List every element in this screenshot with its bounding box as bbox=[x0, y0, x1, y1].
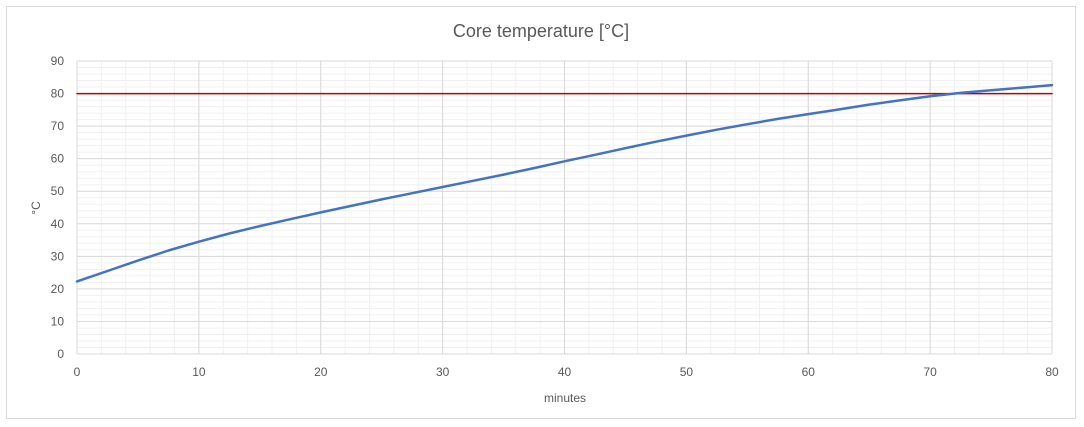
y-axis-label: °C bbox=[29, 201, 43, 215]
y-axis-tick-labels: 0 10 20 30 40 50 60 70 80 90 bbox=[51, 54, 65, 361]
y-tick-label: 0 bbox=[57, 347, 64, 361]
x-tick-label: 80 bbox=[1045, 365, 1059, 379]
x-tick-label: 20 bbox=[314, 365, 328, 379]
y-tick-label: 70 bbox=[51, 119, 65, 133]
chart-frame bbox=[6, 6, 1076, 419]
chart-title: Core temperature [°C] bbox=[453, 21, 629, 41]
y-tick-label: 90 bbox=[51, 54, 65, 68]
y-tick-label: 20 bbox=[51, 282, 65, 296]
x-tick-label: 60 bbox=[802, 365, 816, 379]
x-tick-label: 50 bbox=[680, 365, 694, 379]
series-group bbox=[75, 83, 1054, 283]
y-tick-label: 10 bbox=[51, 314, 65, 328]
y-tick-label: 60 bbox=[51, 152, 65, 166]
y-tick-label: 50 bbox=[51, 184, 65, 198]
y-tick-label: 80 bbox=[51, 87, 65, 101]
x-tick-label: 30 bbox=[436, 365, 450, 379]
series-line-core-temperature bbox=[75, 83, 1054, 283]
x-axis-tick-labels: 0 10 20 30 40 50 60 70 80 bbox=[74, 365, 1059, 379]
x-tick-label: 10 bbox=[192, 365, 206, 379]
x-tick-label: 0 bbox=[74, 365, 81, 379]
x-tick-label: 40 bbox=[558, 365, 572, 379]
y-tick-label: 40 bbox=[51, 217, 65, 231]
x-axis-label: minutes bbox=[544, 391, 586, 405]
x-tick-label: 70 bbox=[923, 365, 937, 379]
y-tick-label: 30 bbox=[51, 249, 65, 263]
